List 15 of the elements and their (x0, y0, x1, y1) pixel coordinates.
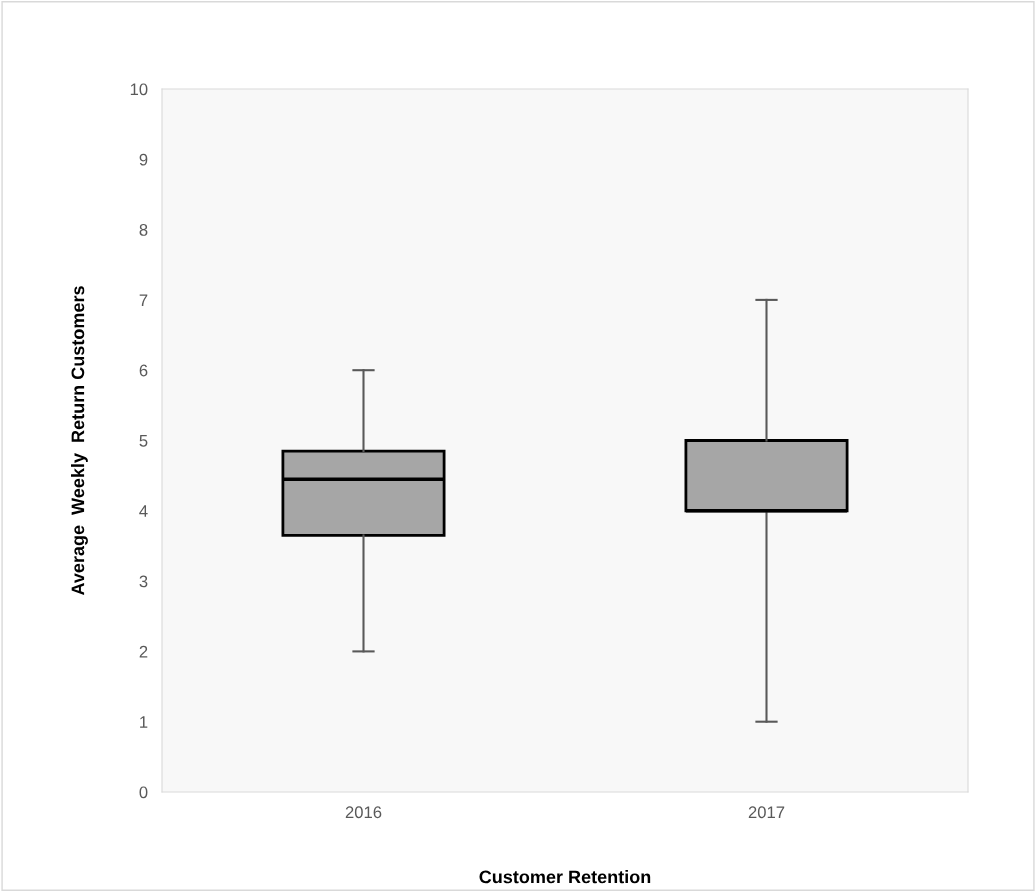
y-tick-label: 2 (139, 645, 148, 658)
y-tick-label: 6 (139, 364, 148, 377)
x-tick-label: 2017 (748, 806, 785, 819)
y-tick-label: 9 (139, 153, 148, 166)
y-axis-title: Average Weekly Return Customers (71, 286, 88, 596)
y-tick-label: 8 (139, 224, 148, 236)
y-tick-label: 7 (139, 294, 148, 306)
y-tick-label: 4 (139, 505, 148, 517)
y-tick-label: 0 (139, 786, 148, 799)
y-tick-label: 1 (140, 716, 148, 728)
y-tick-label: 5 (139, 435, 148, 447)
x-axis-title: Customer Retention (479, 870, 651, 884)
y-tick-label: 3 (139, 575, 148, 588)
x-tick-label: 2016 (345, 806, 382, 819)
y-tick-label: 10 (130, 83, 148, 96)
